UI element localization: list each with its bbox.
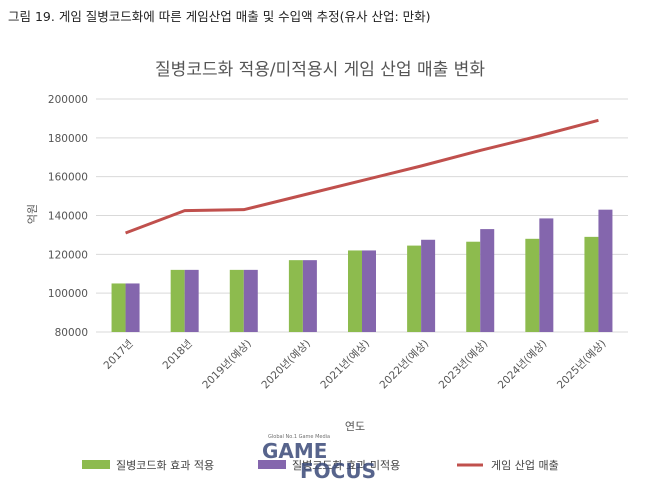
- y-axis-label: 억원: [26, 204, 39, 224]
- x-tick-label: 2022년(예상): [377, 337, 431, 391]
- bar-not-applied: [184, 269, 199, 332]
- bar-applied: [525, 238, 540, 332]
- watermark-tagline: Global No.1 Game Media: [268, 434, 330, 440]
- line-series: [125, 118, 599, 235]
- bar-applied: [229, 269, 244, 332]
- watermark-brand-top: GAME: [262, 439, 327, 463]
- y-tick-label: 120000: [48, 249, 88, 261]
- x-tick-label: 2023년(예상): [436, 337, 490, 391]
- y-tick-label: 160000: [48, 172, 88, 184]
- legend: 질병코드화 효과 적용 질병코드화 효과 미적용 게임 산업 매출: [82, 459, 559, 472]
- y-tick-label: 180000: [48, 133, 88, 145]
- x-axis-ticks: 2017년 2018년 2019년(예상) 2020년(예상) 2021년(예상) 202…: [101, 337, 608, 391]
- bar-applied: [170, 269, 185, 332]
- chart-title: 질병코드화 적용/미적용시 게임 산업 매출 변화: [155, 60, 485, 80]
- legend-label: 질병코드화 효과 미적용: [292, 459, 400, 472]
- x-tick-label: 2020년(예상): [259, 337, 313, 391]
- x-tick-label: 2017년: [101, 338, 135, 372]
- bar-applied: [288, 260, 303, 332]
- x-axis-label: 연도: [345, 420, 365, 433]
- y-tick-label: 80000: [55, 327, 88, 339]
- x-tick-label: 2021년(예상): [318, 337, 372, 391]
- bar-not-applied: [480, 229, 495, 332]
- bar-applied: [348, 250, 362, 332]
- bar-applied: [111, 283, 126, 332]
- bar-applied: [407, 245, 422, 332]
- legend-label: 질병코드화 효과 적용: [116, 459, 214, 472]
- bar-not-applied: [302, 260, 317, 332]
- y-tick-label: 140000: [48, 211, 88, 223]
- figure-caption: 그림 19. 게임 질병코드화에 따른 게임산업 매출 및 수입액 추정(유사 …: [8, 9, 431, 24]
- bar-not-applied: [539, 218, 554, 332]
- bar-not-applied: [598, 209, 613, 332]
- bar-not-applied: [362, 250, 376, 332]
- bar-not-applied: [243, 269, 258, 332]
- legend-swatch: [258, 460, 286, 469]
- bar-applied: [584, 236, 599, 332]
- y-axis-ticks: 80000 100000 120000 140000 160000 180000 20000…: [48, 94, 88, 339]
- y-tick-label: 100000: [48, 288, 88, 300]
- bar-applied: [466, 241, 481, 332]
- bars: [111, 209, 613, 332]
- x-tick-label: 2018년: [161, 338, 195, 372]
- x-tick-label: 2019년(예상): [200, 337, 254, 391]
- y-tick-label: 200000: [48, 94, 88, 106]
- legend-swatch: [82, 460, 110, 469]
- line-revenue: [125, 118, 599, 235]
- watermark-logo: Global No.1 Game Media GAME FOCUS: [262, 434, 376, 483]
- bar-not-applied: [421, 239, 436, 332]
- legend-label: 게임 산업 매출: [491, 459, 559, 472]
- x-tick-label: 2025년(예상): [554, 337, 608, 391]
- bar-not-applied: [125, 283, 140, 332]
- x-tick-label: 2024년(예상): [495, 337, 549, 391]
- watermark-brand-bottom: FOCUS: [300, 459, 376, 483]
